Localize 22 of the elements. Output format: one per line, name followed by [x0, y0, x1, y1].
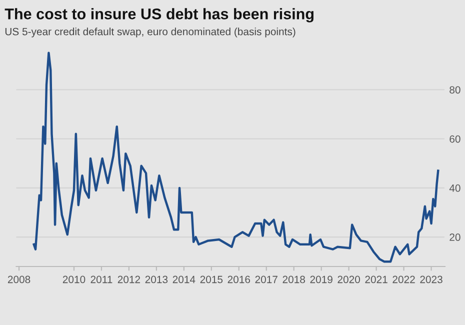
y-tick-label: 80: [450, 86, 460, 94]
chart-subtitle: US 5-year credit default swap, euro denominated (basis points): [5, 28, 296, 38]
x-tick-label: 2014: [172, 276, 196, 284]
x-tick-label: 2010: [62, 276, 86, 284]
x-tick-label: 2022: [392, 276, 415, 284]
x-tick-label: 2015: [200, 276, 223, 284]
x-tick-label: 2023: [420, 276, 442, 284]
y-tick-label: 40: [449, 184, 460, 192]
y-tick-label: 20: [450, 234, 460, 241]
x-tick-label: 2020: [338, 276, 360, 284]
x-tick-label: 2019: [310, 276, 332, 284]
x-tick-label: 2011: [90, 276, 112, 284]
x-tick-label: 2012: [118, 276, 140, 284]
x-tick-label: 2018: [282, 276, 305, 284]
y-tick-label: 60: [450, 135, 460, 143]
x-tick-label: 2008: [8, 276, 30, 284]
x-tick-label: 2016: [228, 276, 250, 284]
x-tick-label: 2017: [255, 276, 278, 284]
chart-title: The cost to insure US debt has been rising: [4, 8, 314, 22]
x-tick-label: 2013: [145, 276, 168, 284]
x-tick-label: 2021: [365, 276, 388, 284]
line-series: [32, 52, 440, 263]
